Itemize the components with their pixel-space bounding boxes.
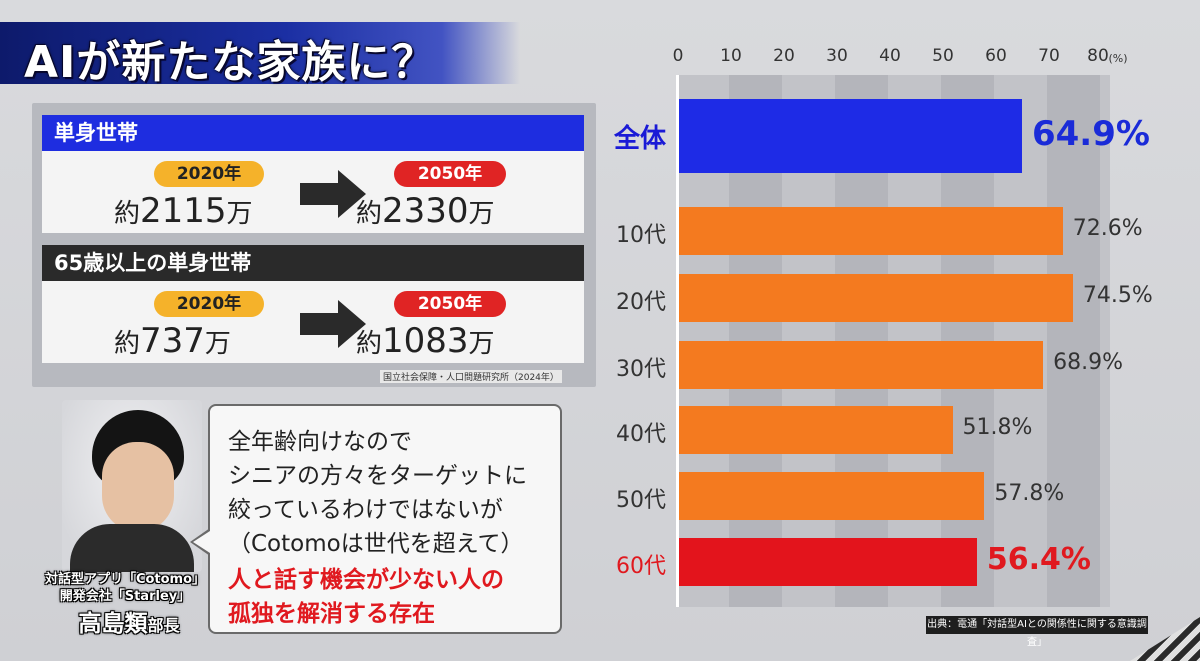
elderly-household-header: 65歳以上の単身世帯: [42, 245, 584, 281]
year-badge-2020: 2020年: [154, 161, 264, 187]
category-label: 50代: [616, 488, 666, 513]
category-label: 40代: [616, 422, 666, 447]
bar: [678, 99, 1022, 173]
interviewee-photo: [62, 400, 202, 572]
value-label: 56.4%: [986, 542, 1091, 577]
bar: [678, 406, 953, 454]
page-title: AIが新たな家族に？: [24, 37, 437, 88]
category-label: 20代: [616, 290, 666, 315]
caption-app: 対話型アプリ「Cotomo」: [44, 572, 206, 587]
single-household-box: 単身世帯 2020年 約2115万 2050年 約2330万: [42, 115, 584, 233]
x-tick-label: 10: [720, 46, 742, 66]
category-label: 全体: [613, 124, 666, 154]
x-tick-label: 80: [1087, 46, 1109, 66]
category-label: 10代: [616, 223, 666, 248]
elderly-2050-value: 約1083万: [356, 321, 495, 361]
quote-line: 全年齢向けなので: [228, 429, 412, 455]
shoulders-shape: [70, 524, 194, 572]
elderly-household-box: 65歳以上の単身世帯 2020年 約737万 2050年 約1083万: [42, 245, 584, 363]
category-label: 60代: [616, 554, 666, 579]
bar: [678, 274, 1073, 322]
single-2020-value: 約2115万: [114, 191, 253, 231]
x-tick-label: 40: [879, 46, 901, 66]
x-axis-unit: (%): [1108, 52, 1128, 65]
x-tick-label: 0: [672, 46, 684, 66]
value-label: 57.8%: [994, 481, 1065, 506]
elderly-2020-value: 約737万: [114, 321, 231, 361]
arrow-right-icon: [300, 313, 340, 335]
bar: [678, 472, 985, 520]
bubble-tail-inner: [193, 531, 210, 553]
chart-axis: [676, 75, 679, 607]
quote-line: シニアの方々をターゲットに: [228, 463, 527, 489]
caption-name: 高島類部長: [78, 611, 180, 637]
quote-line: （Cotomoは世代を超えて）: [228, 531, 524, 557]
chart-source: 出典：電通「対話型AIとの関係性に関する意識調査」: [926, 616, 1148, 648]
quote-highlight-line: 人と話す機会が少ない人の: [228, 567, 504, 593]
value-label: 51.8%: [962, 415, 1033, 440]
value-label: 64.9%: [1031, 114, 1150, 154]
panel-source: 国立社会保障・人口問題研究所（2024年）: [380, 370, 562, 383]
bar: [678, 341, 1044, 389]
value-label: 72.6%: [1072, 216, 1143, 241]
x-tick-label: 30: [826, 46, 848, 66]
year-badge-2020: 2020年: [154, 291, 264, 317]
title-banner: [0, 22, 520, 84]
value-label: 74.5%: [1082, 283, 1153, 308]
speech-bubble: [208, 404, 562, 634]
grid-stripe: [1047, 75, 1100, 607]
bar: [678, 207, 1063, 255]
single-household-header: 単身世帯: [42, 115, 584, 151]
arrow-head-icon: [338, 300, 366, 348]
x-tick-label: 70: [1038, 46, 1060, 66]
bar: [678, 538, 977, 586]
x-tick-label: 60: [985, 46, 1007, 66]
x-tick-label: 20: [773, 46, 795, 66]
year-badge-2050: 2050年: [394, 291, 506, 317]
arrow-head-icon: [338, 170, 366, 218]
caption-company: 開発会社「Starley」: [59, 589, 191, 604]
face-shape: [102, 442, 174, 532]
category-label: 30代: [616, 357, 666, 382]
quote-highlight-line: 孤独を解消する存在: [228, 601, 435, 627]
household-panel: 単身世帯 2020年 約2115万 2050年 約2330万 65歳以上の単身世…: [32, 103, 596, 387]
single-2050-value: 約2330万: [356, 191, 495, 231]
quote-line: 絞っているわけではないが: [228, 497, 503, 523]
x-tick-label: 50: [932, 46, 954, 66]
arrow-right-icon: [300, 183, 340, 205]
value-label: 68.9%: [1053, 350, 1124, 375]
year-badge-2050: 2050年: [394, 161, 506, 187]
